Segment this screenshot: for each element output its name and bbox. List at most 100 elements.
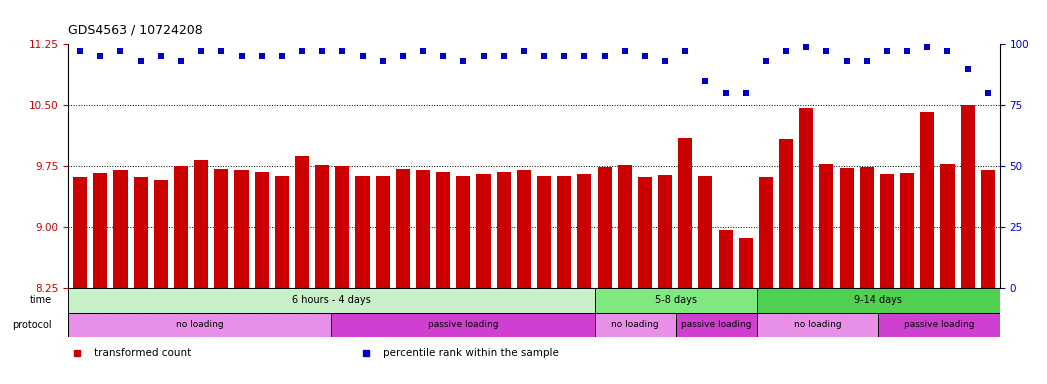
Text: GDS4563 / 10724208: GDS4563 / 10724208 [68, 23, 203, 36]
Point [656, 58, 673, 64]
Bar [335, 166, 350, 288]
Bar [456, 176, 470, 288]
Point [839, 58, 855, 64]
Point [415, 48, 431, 55]
Point [395, 53, 411, 60]
Point [132, 58, 149, 64]
Bar [675, 313, 757, 337]
Bar [840, 168, 853, 288]
Point [153, 53, 170, 60]
Point [253, 53, 270, 60]
Bar [194, 161, 208, 288]
Bar [879, 174, 894, 288]
Point [878, 48, 895, 55]
Point [818, 48, 834, 55]
Bar [315, 165, 329, 288]
Point [334, 48, 351, 55]
Point [617, 48, 633, 55]
Point [898, 48, 915, 55]
Point [293, 48, 310, 55]
Bar [595, 288, 757, 313]
Bar [557, 176, 572, 288]
Bar [332, 313, 595, 337]
Point [556, 53, 573, 60]
Bar [920, 112, 934, 288]
Point [959, 66, 976, 72]
Bar [496, 172, 511, 288]
Point [778, 48, 795, 55]
Bar [900, 174, 914, 288]
Bar [396, 169, 410, 288]
Point [233, 53, 250, 60]
Point [92, 53, 109, 60]
Point [515, 48, 532, 55]
Text: 9-14 days: 9-14 days [854, 295, 903, 305]
Point [676, 48, 693, 55]
Point [375, 58, 392, 64]
Bar [940, 164, 955, 288]
Bar [68, 313, 332, 337]
Text: transformed count: transformed count [94, 348, 192, 358]
Bar [757, 288, 1000, 313]
Point [354, 53, 371, 60]
Point [314, 48, 331, 55]
Bar [779, 139, 794, 288]
Point [576, 53, 593, 60]
Bar [739, 238, 753, 288]
Point [72, 48, 89, 55]
Text: no loading: no loading [611, 320, 659, 329]
Bar [598, 167, 611, 288]
Point [193, 48, 209, 55]
Point [596, 53, 612, 60]
Bar [113, 170, 128, 288]
Point [435, 53, 451, 60]
Point [213, 48, 229, 55]
Bar [860, 167, 874, 288]
Bar [356, 176, 370, 288]
Bar [517, 170, 531, 288]
Bar [437, 172, 450, 288]
Point [455, 58, 472, 64]
Bar [698, 176, 712, 288]
Bar [376, 176, 389, 288]
Bar [68, 288, 595, 313]
Point [859, 58, 875, 64]
Bar [820, 164, 833, 288]
Bar [878, 313, 1000, 337]
Text: passive loading: passive loading [428, 320, 498, 329]
Point [939, 48, 956, 55]
Bar [718, 230, 733, 288]
Point [758, 58, 775, 64]
Point [475, 53, 492, 60]
Bar [154, 180, 168, 288]
Text: time: time [29, 295, 52, 305]
Bar [757, 313, 878, 337]
Bar [134, 177, 148, 288]
Bar [93, 173, 108, 288]
Point [112, 48, 129, 55]
Bar [295, 156, 309, 288]
Bar [476, 174, 491, 288]
Text: protocol: protocol [13, 320, 52, 330]
Text: no loading: no loading [176, 320, 224, 329]
Bar [638, 177, 652, 288]
Point [536, 53, 553, 60]
Text: no loading: no loading [794, 320, 842, 329]
Bar [235, 170, 248, 288]
Bar [799, 108, 814, 288]
Text: passive loading: passive loading [904, 320, 975, 329]
Bar [73, 177, 87, 288]
Bar [618, 165, 631, 288]
Bar [174, 166, 188, 288]
Point [697, 78, 714, 84]
Point [919, 43, 936, 50]
Point [798, 43, 815, 50]
Bar [254, 172, 269, 288]
Text: 5-8 days: 5-8 days [654, 295, 696, 305]
Point [737, 90, 754, 96]
Text: 6 hours - 4 days: 6 hours - 4 days [292, 295, 371, 305]
Point [979, 90, 996, 96]
Bar [537, 176, 551, 288]
Bar [981, 170, 995, 288]
Point [637, 53, 653, 60]
